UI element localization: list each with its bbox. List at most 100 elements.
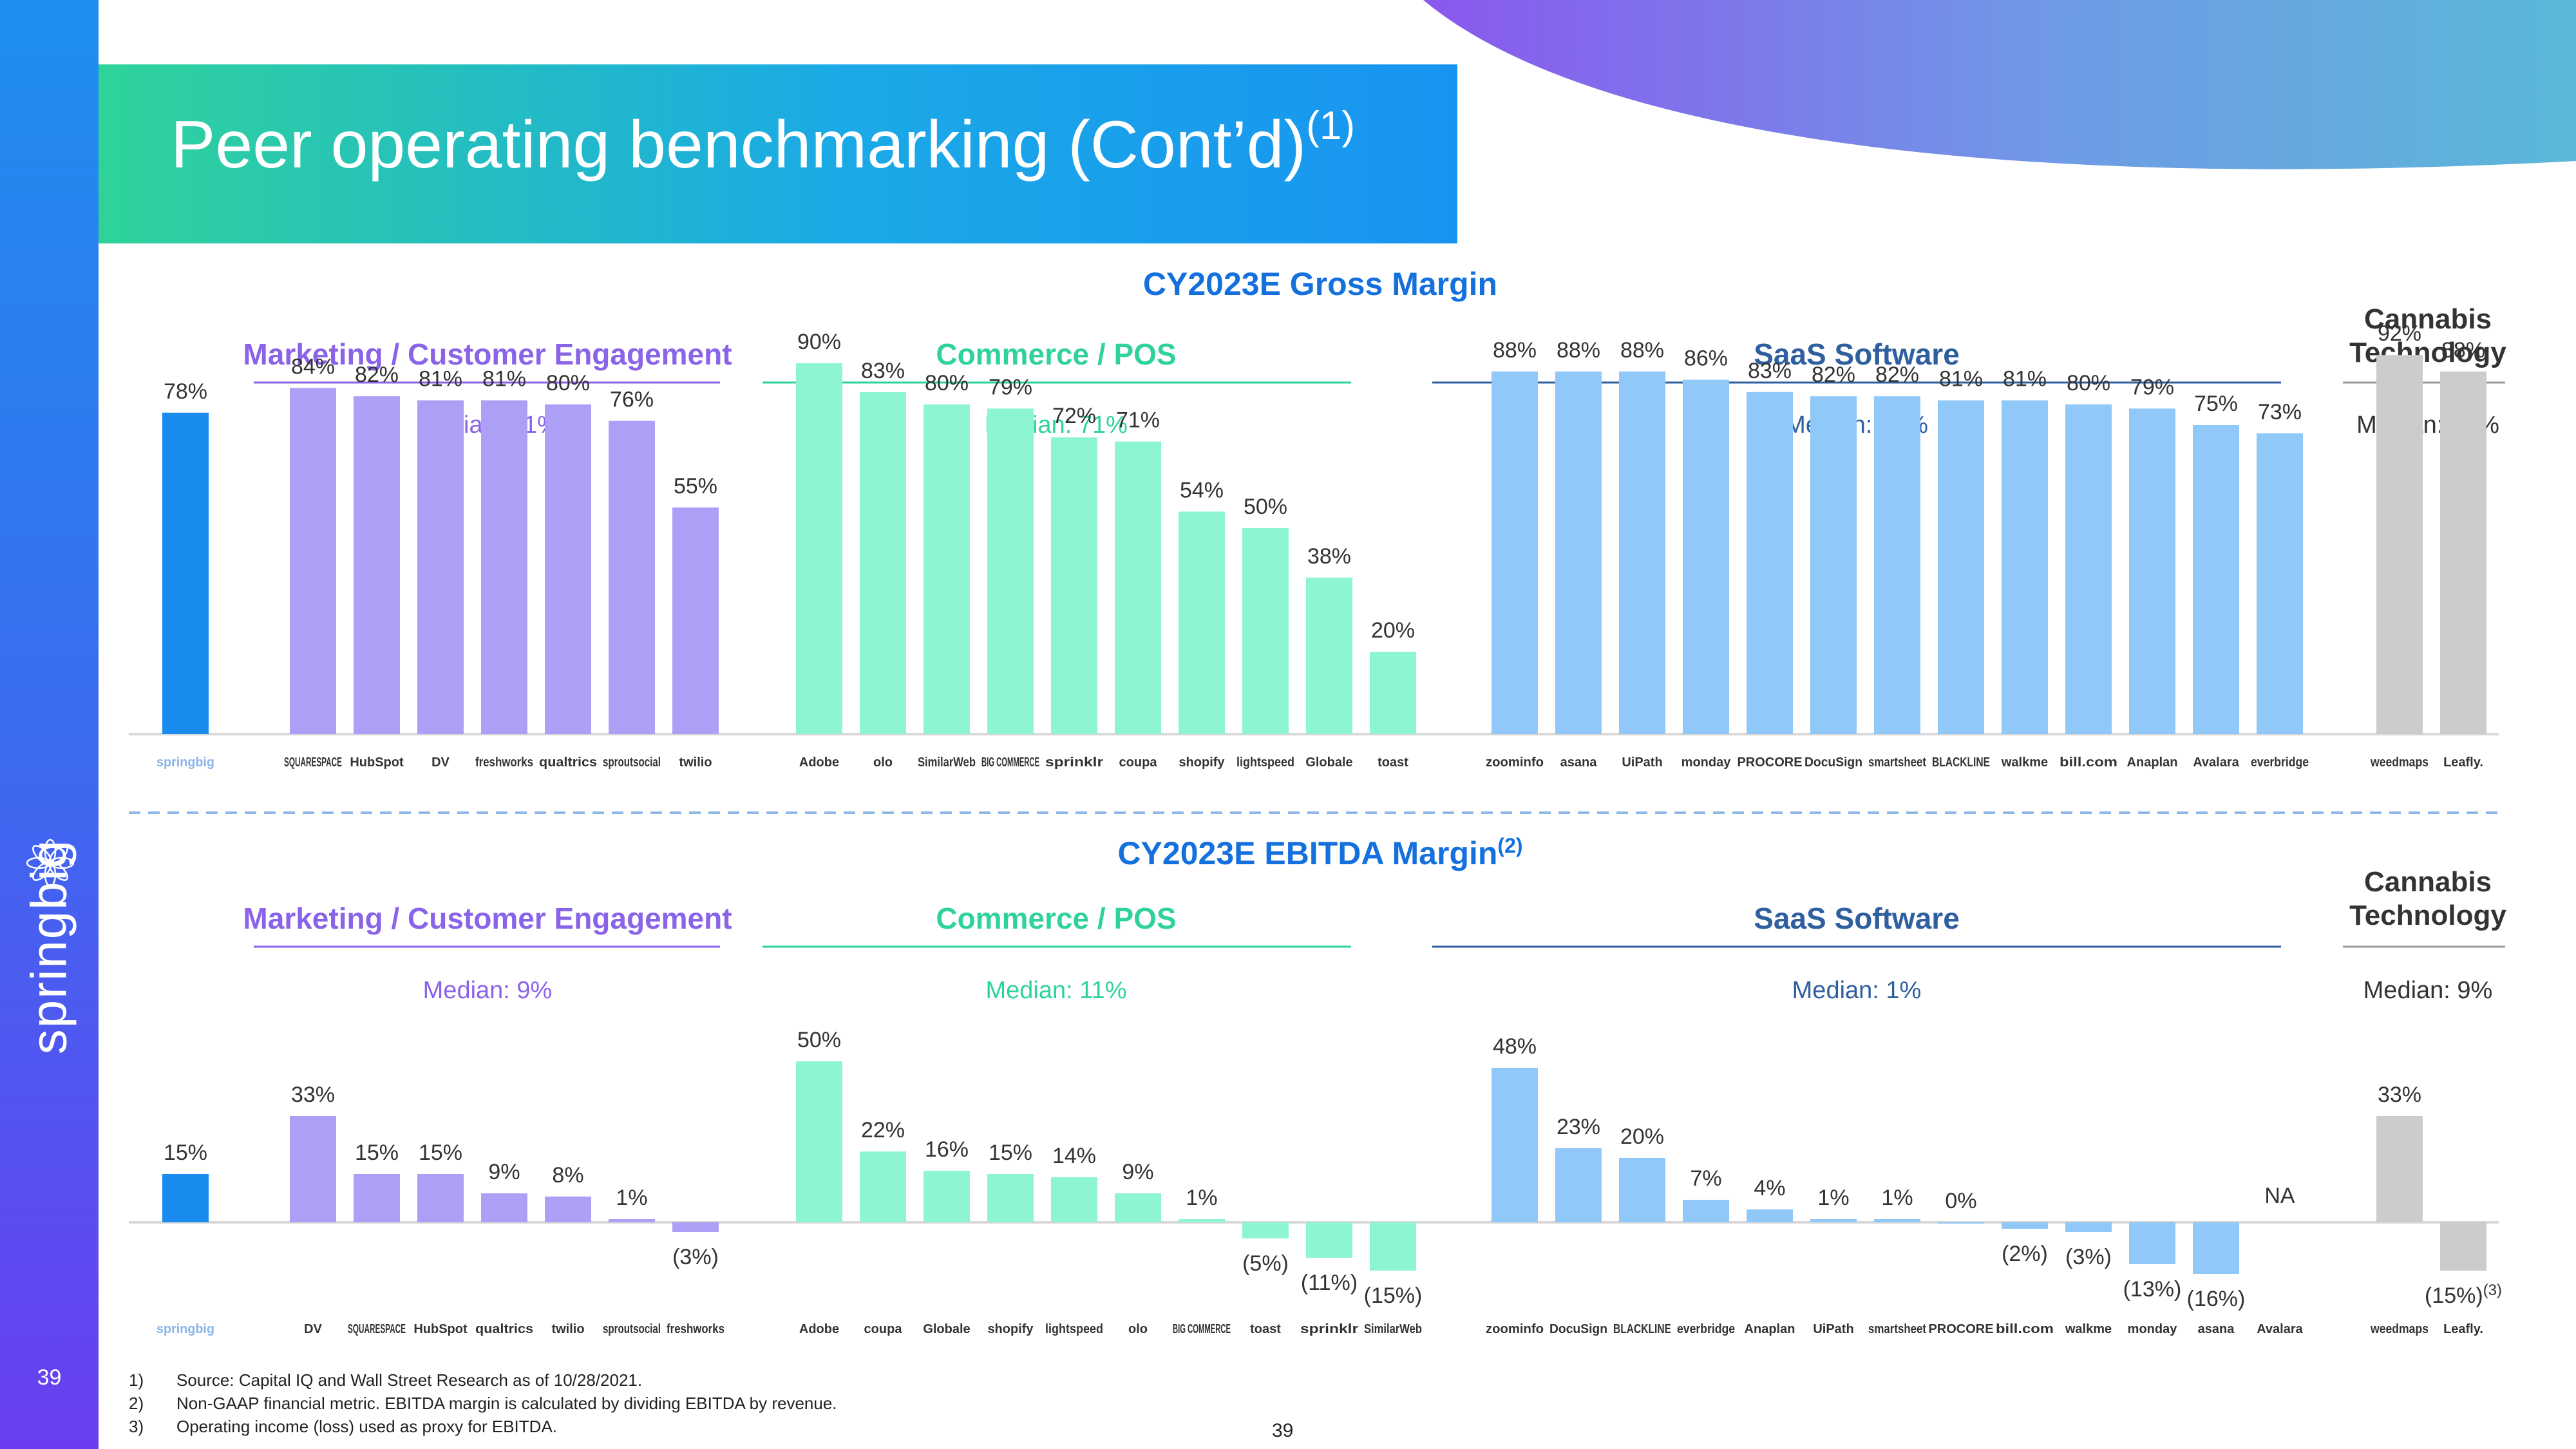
data-label: 82% <box>355 363 399 387</box>
bar-qualtrics <box>481 1193 527 1222</box>
data-label: 54% <box>1180 478 1224 502</box>
bar-smartsheet <box>1874 396 1920 734</box>
chart-title-text: CY2023E EBITDA Margin <box>1117 835 1497 871</box>
data-label: 81% <box>2003 367 2047 392</box>
company-logo-freshworks: freshworks <box>475 755 533 770</box>
flower-logo-icon <box>26 838 75 887</box>
company-logo-zoominfo: zoominfo <box>1486 1322 1544 1336</box>
footnote-1: 1) Source: Capital IQ and Wall Street Res… <box>129 1370 837 1394</box>
company-logo-leafly: Leafly. <box>2443 755 2483 770</box>
footnote-text: Source: Capital IQ and Wall Street Resea… <box>176 1370 643 1390</box>
footnote-text: Non-GAAP financial metric. EBITDA margin… <box>176 1394 837 1413</box>
data-label: 88% <box>1620 338 1664 363</box>
company-logo-weedmaps: weedmaps <box>2370 755 2429 770</box>
bar-anaplan <box>1747 1209 1793 1222</box>
bar-shopify <box>1179 511 1225 734</box>
data-label-text: 79% <box>989 375 1032 399</box>
data-label-text: 7% <box>1690 1166 1721 1191</box>
data-label-text: 92% <box>2378 321 2421 346</box>
data-label-text: 4% <box>1754 1176 1785 1200</box>
bar-adobe <box>796 1061 842 1222</box>
bar-hubspot <box>417 1174 464 1222</box>
data-label-text: 73% <box>2258 400 2302 424</box>
data-label-text: (13%) <box>2123 1277 2182 1302</box>
company-logo-sprinklr: sprinklr <box>1300 1322 1358 1336</box>
bar-springbig <box>162 1174 209 1222</box>
bar-freshworks <box>672 1222 719 1232</box>
data-label: 55% <box>674 474 717 498</box>
data-label-text: 81% <box>1939 367 1983 392</box>
data-label: 81% <box>419 367 462 392</box>
data-label: 79% <box>989 375 1032 399</box>
data-label: 1% <box>1881 1186 1913 1210</box>
company-logo-docusign: DocuSign <box>1804 755 1862 770</box>
bar-zoominfo <box>1492 371 1538 734</box>
data-label-text: (3%) <box>2065 1245 2112 1269</box>
data-label: 50% <box>1244 495 1287 519</box>
data-label-text: 82% <box>1812 363 1855 387</box>
footnote-3: 3) Operating income (loss) used as proxy … <box>129 1417 837 1440</box>
company-logo-freshworks: freshworks <box>667 1322 724 1336</box>
median-label: Median: 1% <box>1792 977 1922 1004</box>
bar-sprinklr <box>1051 437 1097 734</box>
company-logo-blackline: BLACKLINE <box>1932 755 1990 770</box>
chart-title-text: CY2023E Gross Margin <box>1143 266 1497 302</box>
data-label-text: 88% <box>2441 338 2485 363</box>
data-label: 22% <box>861 1118 905 1142</box>
data-label-text: (3%) <box>672 1245 719 1269</box>
data-label-text: 79% <box>2130 375 2174 399</box>
median-label: Median: 11% <box>986 977 1127 1004</box>
data-label: (5%) <box>1242 1251 1289 1276</box>
bar-docusign <box>1810 396 1857 734</box>
data-label: 76% <box>610 388 654 412</box>
bar-adobe <box>796 363 842 734</box>
data-label-footnote-ref: (3) <box>2483 1282 2502 1299</box>
data-label-text: 86% <box>1684 346 1728 371</box>
bar-uipath <box>1810 1219 1857 1222</box>
data-label-text: (15%) <box>1364 1283 1423 1308</box>
bar-leafly <box>2440 371 2486 734</box>
page-title: Peer operating benchmarking (Cont’d)(1) <box>171 103 1355 184</box>
bar-monday <box>2129 1222 2175 1264</box>
category-title-cannabis-technology-line2: Technology <box>2349 337 2506 368</box>
bar-sproutsocial <box>609 1219 655 1222</box>
company-logo-avalara: Avalara <box>2193 755 2239 770</box>
data-label: (11%) <box>1301 1271 1358 1295</box>
data-label: 15% <box>355 1141 399 1165</box>
data-label-text: 88% <box>1493 338 1537 363</box>
data-label-text: 76% <box>610 388 654 412</box>
data-label-text: 54% <box>1180 478 1224 502</box>
data-label: 75% <box>2194 392 2238 416</box>
data-label-text: 1% <box>1186 1186 1217 1210</box>
bar-weedmaps <box>2376 1116 2423 1222</box>
bar-zoominfo <box>1492 1068 1538 1222</box>
company-logo-asana: asana <box>1560 755 1598 770</box>
data-label: 8% <box>552 1163 583 1188</box>
company-logo-asana: asana <box>2198 1322 2235 1336</box>
company-logo-procore: PROCORE <box>1928 1322 1993 1336</box>
data-label: 33% <box>291 1083 335 1107</box>
company-logo-toast: toast <box>1378 755 1408 770</box>
data-label-text: 71% <box>1116 408 1160 433</box>
bar-smartsheet <box>1874 1219 1920 1222</box>
data-label: (2%) <box>2002 1242 2048 1266</box>
company-logo-shopify: shopify <box>987 1322 1034 1336</box>
data-label: 15% <box>164 1141 207 1165</box>
bar-lightspeed <box>1051 1177 1097 1222</box>
bar-walkme <box>2002 400 2048 734</box>
footnote-2: 2) Non-GAAP financial metric. EBITDA marg… <box>129 1394 837 1417</box>
data-label: 14% <box>1052 1144 1096 1168</box>
company-logo-leafly: Leafly. <box>2443 1322 2483 1336</box>
company-logo-sprinklr: sprinklr <box>1045 755 1103 770</box>
data-label: 81% <box>482 367 526 392</box>
median-label: Median: 9% <box>423 977 553 1004</box>
data-label: 50% <box>797 1028 841 1052</box>
company-logo-globale: Globale <box>923 1322 970 1336</box>
decorative-wave <box>1423 0 2576 169</box>
footnote-number: 2) <box>129 1394 144 1413</box>
footnote-number: 3) <box>129 1417 144 1436</box>
data-label: 71% <box>1116 408 1160 433</box>
bar-globale <box>1306 577 1352 734</box>
bar-coupa <box>860 1151 906 1222</box>
bar-coupa <box>1115 441 1161 734</box>
